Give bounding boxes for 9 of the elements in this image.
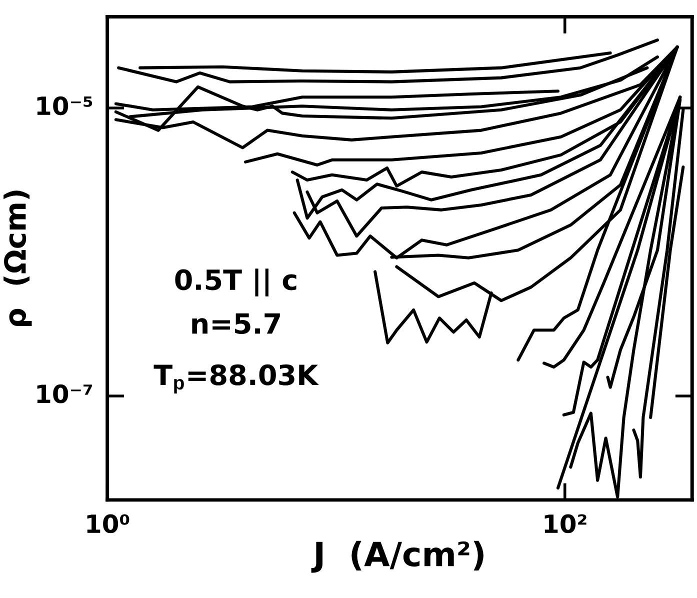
annotation: T$_{p}$=88.03K <box>154 364 319 394</box>
y-tick-label: 10⁻⁵ <box>37 96 92 116</box>
annotation: 0.5T || c <box>175 268 296 296</box>
x-tick-label: 10² <box>544 514 586 534</box>
y-axis-title: ρ (Ωcm) <box>4 190 32 326</box>
x-axis-title: J (A/cm²) <box>311 540 484 573</box>
y-tick-label: 10⁻⁷ <box>37 384 92 404</box>
x-tick-label: 10⁰ <box>87 514 130 534</box>
annotation: n=5.7 <box>192 313 280 334</box>
